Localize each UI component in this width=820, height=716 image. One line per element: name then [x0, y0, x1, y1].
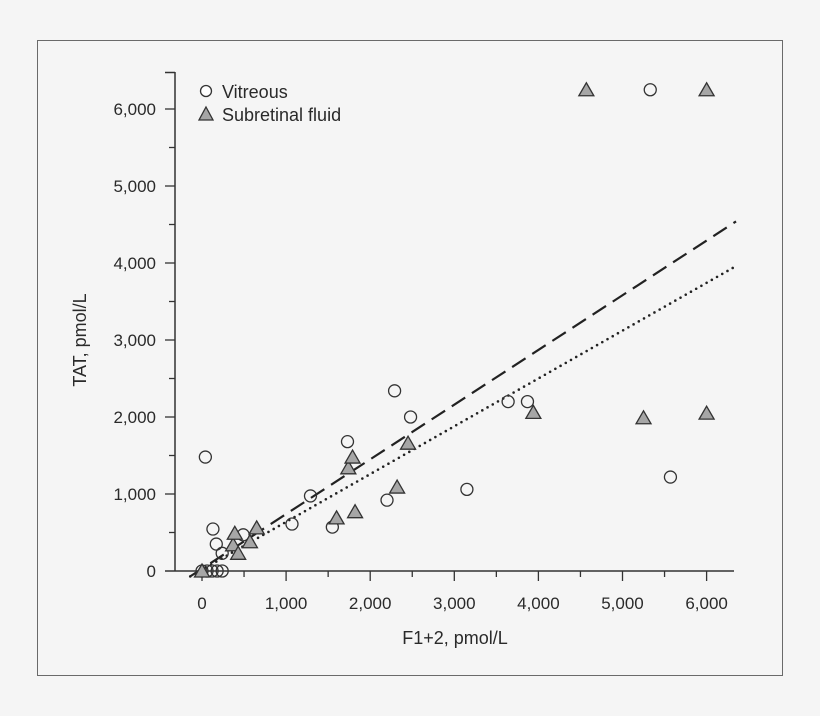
x-tick-label: 2,000: [349, 594, 392, 613]
vitreous-point: [215, 564, 229, 578]
data-points: [193, 81, 716, 578]
x-tick-label: 6,000: [685, 594, 728, 613]
y-tick-label: 0: [147, 562, 156, 581]
subretinal-fluid-point: [343, 448, 362, 464]
subretinal-fluid-point: [327, 509, 346, 525]
x-axis-title: F1+2, pmol/L: [402, 628, 508, 648]
vitreous-point: [403, 410, 418, 424]
x-tick-label: 0: [197, 594, 206, 613]
y-tick-label: 6,000: [113, 100, 156, 119]
legend-subretinal-marker: [197, 105, 215, 121]
vitreous-point: [501, 394, 515, 409]
x-tick-label: 4,000: [517, 594, 560, 613]
x-tick-label: 1,000: [265, 594, 308, 613]
vitreous-point: [460, 482, 474, 497]
subretinal-fluid-point: [346, 503, 364, 519]
x-tick-label: 3,000: [433, 594, 476, 613]
subretinal-fluid-point: [229, 544, 247, 560]
vitreous-point: [215, 546, 229, 560]
y-tick-label: 4,000: [113, 254, 156, 273]
vitreous-point: [380, 493, 394, 507]
legend: Vitreous Subretinal fluid: [197, 82, 341, 125]
vitreous-point: [520, 394, 535, 409]
vitreous-point: [206, 522, 220, 536]
y-axis-title: TAT, pmol/L: [70, 293, 90, 386]
y-tick-label: 1,000: [113, 485, 156, 504]
vitreous-point: [209, 537, 223, 551]
subretinal-fluid-point: [634, 409, 653, 425]
subretinal-fluid-point: [577, 81, 595, 97]
dotted-fit-line: [188, 264, 738, 578]
axes: 0 1,000 2,000 3,000 4,000 5,000 6,000 0 1,000 2,0…: [113, 71, 734, 613]
figure-frame: [37, 40, 783, 676]
x-tick-label: 5,000: [601, 594, 644, 613]
subretinal-fluid-point: [399, 434, 417, 450]
subretinal-fluid-point: [524, 404, 542, 420]
legend-subretinal-label: Subretinal fluid: [222, 105, 341, 125]
subretinal-fluid-point: [241, 533, 259, 549]
subretinal-fluid-point: [697, 81, 716, 97]
legend-vitreous-marker: [199, 84, 213, 98]
y-tick-label: 3,000: [113, 331, 156, 350]
legend-vitreous-label: Vitreous: [222, 82, 288, 102]
vitreous-point: [210, 564, 224, 578]
vitreous-point: [340, 434, 355, 449]
subretinal-fluid-point: [339, 459, 357, 475]
vitreous-point: [643, 83, 657, 97]
vitreous-point: [387, 384, 402, 398]
vitreous-point: [198, 450, 213, 464]
vitreous-point: [285, 517, 299, 531]
dashed-fit-line: [189, 220, 737, 578]
subretinal-fluid-point: [697, 404, 716, 420]
subretinal-fluid-point: [193, 562, 211, 578]
subretinal-fluid-point: [226, 524, 244, 540]
vitreous-point: [303, 489, 318, 503]
subretinal-fluid-point: [388, 478, 406, 494]
y-tick-label: 2,000: [113, 408, 156, 427]
y-tick-label: 5,000: [113, 177, 156, 196]
fit-lines: [188, 220, 738, 578]
vitreous-point: [663, 470, 678, 484]
subretinal-fluid-point: [248, 519, 266, 535]
